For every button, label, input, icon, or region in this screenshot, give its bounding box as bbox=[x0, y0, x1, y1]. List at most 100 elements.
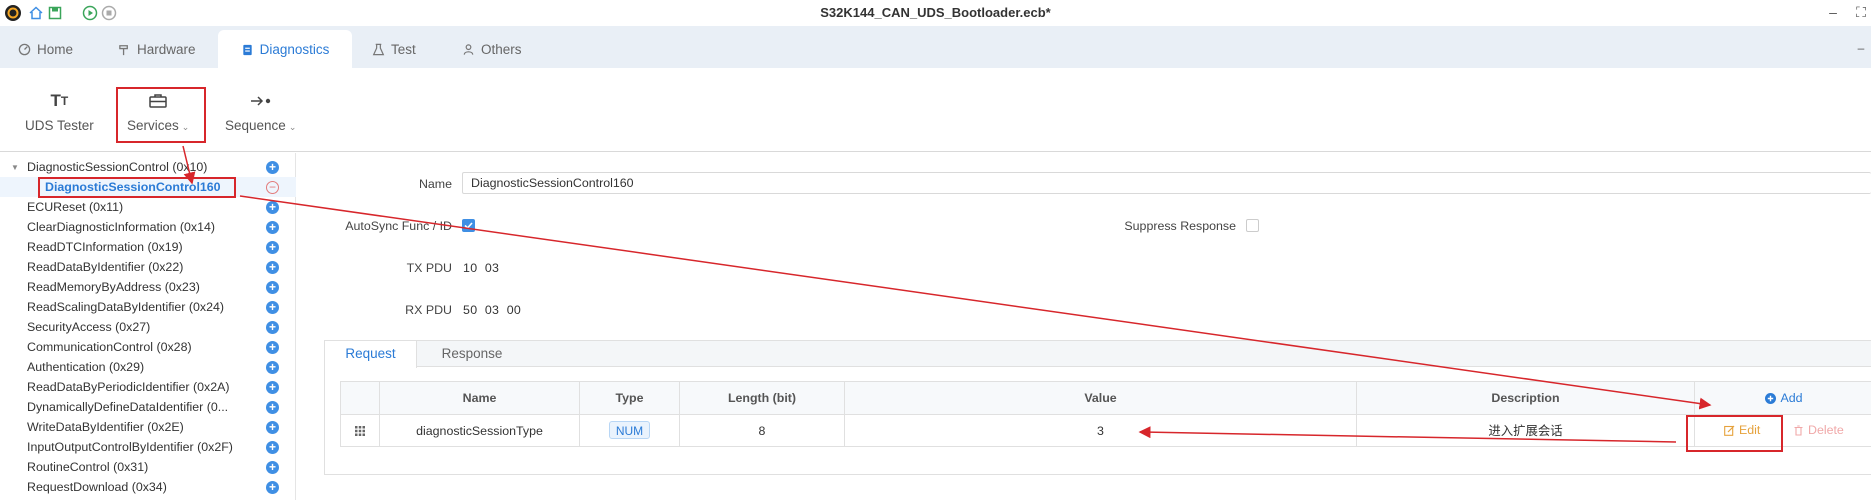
add-parameter-button[interactable]: Add bbox=[1765, 382, 1803, 414]
sequence-button[interactable]: Sequence ⌄ bbox=[225, 90, 296, 133]
tab-hardware[interactable]: Hardware bbox=[108, 30, 206, 68]
home-icon[interactable] bbox=[27, 4, 45, 22]
suppress-response-label: Suppress Response bbox=[1124, 219, 1236, 233]
add-service-icon[interactable]: + bbox=[266, 380, 279, 394]
add-service-icon[interactable]: + bbox=[266, 280, 279, 294]
tree-item[interactable]: RoutineControl (0x31) + bbox=[0, 457, 296, 477]
tree-item[interactable]: ECUReset (0x11) + bbox=[0, 197, 296, 217]
tree-item[interactable]: WriteDataByIdentifier (0x2E) + bbox=[0, 417, 296, 437]
add-service-icon[interactable]: + bbox=[266, 480, 279, 494]
main-tab-bar: Home Hardware Diagnostics Test Others – bbox=[0, 26, 1871, 68]
parameter-table: Name Type Length (bit) Value Description… bbox=[340, 381, 1871, 447]
hammer-icon bbox=[118, 43, 131, 56]
add-service-icon[interactable]: + bbox=[266, 460, 279, 474]
window-title: S32K144_CAN_UDS_Bootloader.ecb* bbox=[820, 5, 1051, 20]
person-icon bbox=[462, 43, 475, 56]
services-label: Services bbox=[127, 118, 179, 133]
clipboard-icon bbox=[241, 43, 254, 56]
autosync-checkbox[interactable] bbox=[462, 219, 475, 232]
rx-pdu-label: RX PDU bbox=[405, 303, 452, 317]
stop-icon[interactable] bbox=[100, 4, 118, 22]
tree-item[interactable]: ReadScalingDataByIdentifier (0x24) + bbox=[0, 297, 296, 317]
add-service-icon[interactable]: + bbox=[266, 340, 279, 354]
edit-icon bbox=[1724, 425, 1735, 436]
column-header-actions: Add bbox=[1695, 382, 1871, 414]
tree-item[interactable]: RequestDownload (0x34) + bbox=[0, 477, 296, 497]
tree-item[interactable]: ReadMemoryByAddress (0x23) + bbox=[0, 277, 296, 297]
sequence-arrow-icon bbox=[250, 90, 272, 112]
tree-item[interactable]: ReadDTCInformation (0x19) + bbox=[0, 237, 296, 257]
rx-pdu-value: 50 03 00 bbox=[463, 303, 522, 317]
tree-item[interactable]: ReadDataByIdentifier (0x22) + bbox=[0, 257, 296, 277]
maximize-icon[interactable]: ⛶ bbox=[1856, 4, 1866, 20]
cell-name: diagnosticSessionType bbox=[380, 415, 580, 447]
add-service-icon[interactable]: + bbox=[266, 240, 279, 254]
tab-hardware-label: Hardware bbox=[137, 41, 196, 57]
tab-response[interactable]: Response bbox=[441, 346, 503, 361]
cell-value: 3 bbox=[845, 415, 1357, 447]
edit-button[interactable]: Edit bbox=[1724, 423, 1760, 437]
tree-item[interactable]: DynamicallyDefineDataIdentifier (0... + bbox=[0, 397, 296, 417]
tree-item[interactable]: SecurityAccess (0x27) + bbox=[0, 317, 296, 337]
column-header-description: Description bbox=[1357, 382, 1695, 414]
add-service-icon[interactable]: + bbox=[266, 200, 279, 214]
tree-item[interactable]: Authentication (0x29) + bbox=[0, 357, 296, 377]
uds-tester-label: UDS Tester bbox=[25, 118, 94, 133]
add-service-icon[interactable]: + bbox=[266, 440, 279, 454]
column-header-value: Value bbox=[845, 382, 1357, 414]
tab-diagnostics[interactable]: Diagnostics bbox=[218, 30, 352, 68]
drag-handle-icon[interactable] bbox=[341, 415, 380, 447]
column-header-name: Name bbox=[380, 382, 580, 414]
tx-pdu-value: 10 03 bbox=[463, 261, 500, 275]
name-label: Name bbox=[418, 177, 452, 191]
type-badge: NUM bbox=[608, 421, 651, 439]
add-service-icon[interactable]: + bbox=[266, 300, 279, 314]
tab-others-label: Others bbox=[481, 41, 522, 57]
remove-service-icon[interactable]: − bbox=[266, 180, 279, 194]
services-button[interactable]: Services ⌄ bbox=[127, 90, 189, 133]
run-icon[interactable] bbox=[81, 4, 99, 22]
delete-button[interactable]: Delete bbox=[1793, 423, 1844, 437]
add-service-icon[interactable]: + bbox=[266, 400, 279, 414]
add-service-icon[interactable]: + bbox=[266, 360, 279, 374]
tab-home[interactable]: Home bbox=[8, 30, 83, 68]
add-service-icon[interactable]: + bbox=[266, 160, 279, 174]
caret-down-icon: ▼ bbox=[11, 162, 19, 172]
chevron-down-icon: ⌄ bbox=[181, 122, 190, 132]
tx-pdu-label: TX PDU bbox=[406, 261, 452, 275]
suppress-response-checkbox[interactable] bbox=[1246, 219, 1259, 232]
add-service-icon[interactable]: + bbox=[266, 220, 279, 234]
tab-test-label: Test bbox=[391, 41, 416, 57]
save-icon[interactable] bbox=[46, 4, 64, 22]
tree-item-selected-service[interactable]: DiagnosticSessionControl160 − bbox=[0, 177, 296, 197]
add-service-icon[interactable]: + bbox=[266, 420, 279, 434]
trash-icon bbox=[1794, 424, 1803, 436]
plus-circle-icon bbox=[1765, 392, 1777, 404]
collapse-ribbon-icon[interactable]: – bbox=[1857, 41, 1865, 55]
autosync-label: AutoSync Func / ID bbox=[345, 219, 452, 233]
sequence-label: Sequence bbox=[225, 118, 286, 133]
tree-item[interactable]: InputOutputControlByIdentifier (0x2F) + bbox=[0, 437, 296, 457]
column-header-type: Type bbox=[580, 382, 680, 414]
flask-icon bbox=[372, 43, 385, 56]
tree-item[interactable]: CommunicationControl (0x28) + bbox=[0, 337, 296, 357]
cell-type: NUM bbox=[580, 415, 680, 447]
tab-home-label: Home bbox=[37, 41, 74, 57]
tab-test[interactable]: Test bbox=[362, 30, 426, 68]
request-response-tabs: Request Response bbox=[325, 341, 1871, 368]
add-service-icon[interactable]: + bbox=[266, 260, 279, 274]
cell-length: 8 bbox=[680, 415, 845, 447]
tree-item[interactable]: ClearDiagnosticInformation (0x14) + bbox=[0, 217, 296, 237]
minimize-icon[interactable]: – bbox=[1829, 4, 1837, 20]
tab-others[interactable]: Others bbox=[452, 30, 532, 68]
column-header-length: Length (bit) bbox=[680, 382, 845, 414]
tab-request[interactable]: Request bbox=[325, 341, 417, 368]
tree-item-diagnostic-session-control[interactable]: ▼ DiagnosticSessionControl (0x10) + bbox=[0, 157, 296, 177]
add-service-icon[interactable]: + bbox=[266, 320, 279, 334]
tree-item[interactable]: ReadDataByPeriodicIdentifier (0x2A) + bbox=[0, 377, 296, 397]
app-logo-icon bbox=[4, 4, 22, 22]
service-name-input[interactable] bbox=[462, 172, 1871, 194]
